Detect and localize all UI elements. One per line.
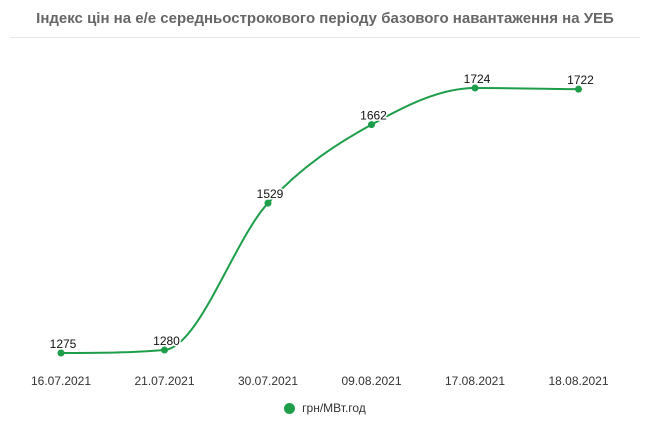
data-label: 1662 <box>360 109 387 123</box>
data-point[interactable] <box>471 84 479 92</box>
data-point[interactable] <box>57 349 65 357</box>
legend[interactable]: грн/МВт.год <box>0 401 650 415</box>
x-tick-label: 30.07.2021 <box>238 374 298 388</box>
data-point[interactable] <box>368 121 375 129</box>
data-label: 1275 <box>50 337 77 351</box>
chart-title: Індекс цін на е/е середньострокового пер… <box>36 10 614 27</box>
data-label: 1722 <box>567 73 594 87</box>
legend-label: грн/МВт.год <box>302 401 366 415</box>
x-tick-label: 09.08.2021 <box>341 374 401 388</box>
data-point[interactable] <box>575 85 582 93</box>
data-label: 1529 <box>257 187 284 201</box>
x-tick-label: 21.07.2021 <box>134 374 194 388</box>
x-tick-label: 16.07.2021 <box>31 374 91 388</box>
x-tick-label: 18.08.2021 <box>548 374 608 388</box>
data-label: 1724 <box>464 72 491 86</box>
series-line <box>60 86 579 354</box>
x-tick-label: 17.08.2021 <box>445 374 505 388</box>
title-divider <box>10 37 640 38</box>
data-label: 1280 <box>153 334 180 348</box>
data-point[interactable] <box>161 346 168 354</box>
legend-marker-icon <box>284 402 296 414</box>
data-point[interactable] <box>264 199 272 207</box>
